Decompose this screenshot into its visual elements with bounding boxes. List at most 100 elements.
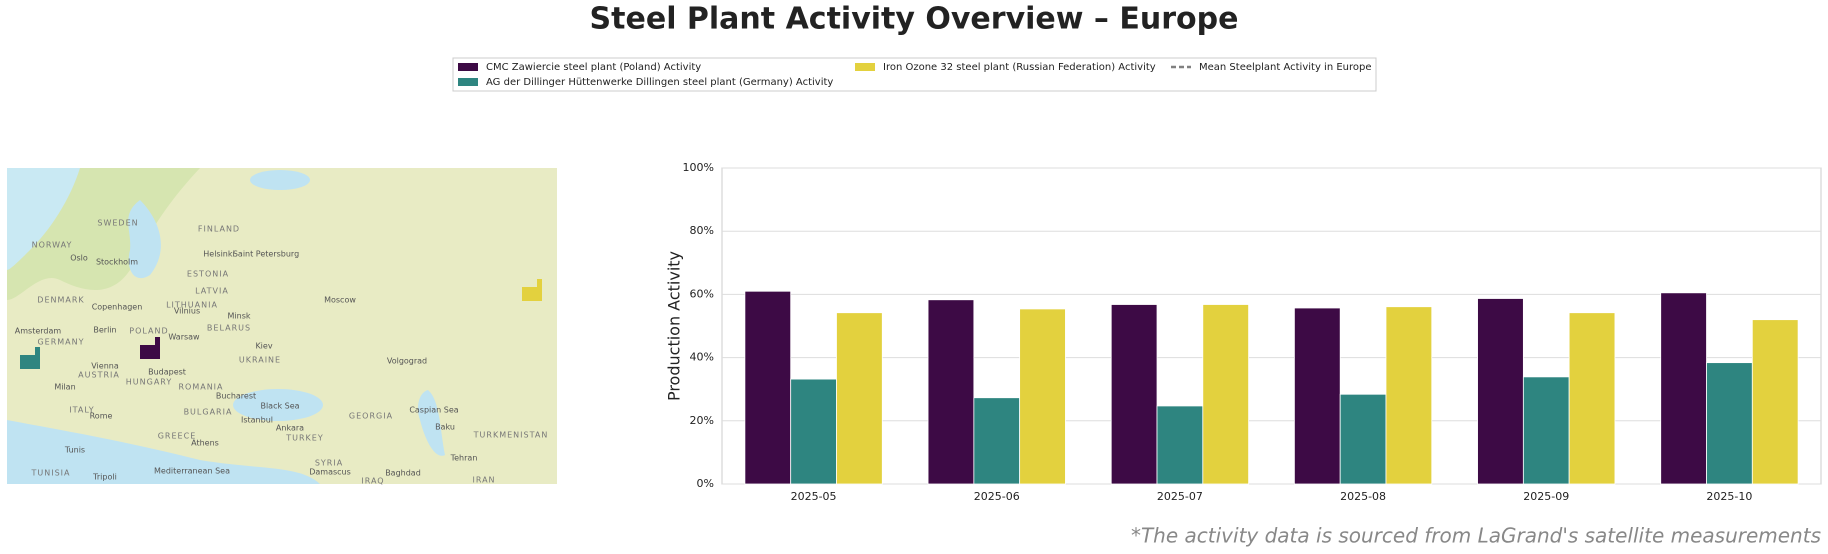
bar xyxy=(836,312,883,485)
map-label: SWEDEN xyxy=(97,219,138,228)
map-label: Minsk xyxy=(228,312,251,321)
plot-frame xyxy=(721,167,1822,485)
y-tick-label: 0% xyxy=(697,477,714,490)
y-tick-label: 80% xyxy=(690,224,714,237)
legend-swatch xyxy=(458,63,478,71)
map-white-sea xyxy=(250,170,310,190)
map-label: TURKMENISTAN xyxy=(473,431,549,440)
map-label: TUNISIA xyxy=(31,469,71,478)
map-label: Athens xyxy=(191,439,219,448)
map-label: Black Sea xyxy=(260,402,299,411)
map-caspian xyxy=(417,390,445,456)
bar xyxy=(1110,304,1158,485)
bar xyxy=(1751,319,1799,485)
x-tick-label: 2025-07 xyxy=(1157,490,1203,503)
map-label: Kiev xyxy=(255,342,272,351)
bar xyxy=(790,378,837,485)
map-label: Tehran xyxy=(450,454,478,463)
map-label: Bucharest xyxy=(216,392,256,401)
map-label: POLAND xyxy=(129,327,168,336)
legend-label: Iron Ozone 32 steel plant (Russian Feder… xyxy=(883,62,1156,73)
plant-chimney xyxy=(155,337,160,359)
bar xyxy=(1339,393,1387,485)
map-baltic xyxy=(128,200,161,279)
bar xyxy=(1202,304,1250,485)
map-label: ESTONIA xyxy=(187,270,229,279)
map-label: DENMARK xyxy=(37,296,84,305)
plant-icon xyxy=(522,287,540,301)
y-tick-label: 100% xyxy=(683,161,714,174)
chart-title: Steel Plant Activity Overview – Europe xyxy=(590,2,1239,37)
map-label: Baku xyxy=(435,423,455,432)
map-label: AUSTRIA xyxy=(78,371,120,380)
bar xyxy=(1706,362,1753,485)
map-label: Rome xyxy=(90,412,113,421)
plant-chimney xyxy=(537,279,542,301)
legend-label: CMC Zawiercie steel plant (Poland) Activ… xyxy=(486,62,701,73)
map-label: UKRAINE xyxy=(239,356,281,365)
map-label: Baghdad xyxy=(385,469,421,478)
map-label: GERMANY xyxy=(37,338,84,347)
map-sea xyxy=(7,168,80,270)
map-label: ITALY xyxy=(69,406,94,415)
legend-box xyxy=(452,57,1377,92)
map-label: Milan xyxy=(54,383,75,392)
map-label: HUNGARY xyxy=(126,378,172,387)
bar xyxy=(973,397,1021,485)
map-label: FINLAND xyxy=(198,225,240,234)
map-label: Tripoli xyxy=(92,473,117,482)
x-tick-label: 2025-06 xyxy=(974,490,1020,503)
x-tick-label: 2025-09 xyxy=(1523,490,1569,503)
map-label: GEORGIA xyxy=(349,412,393,421)
map-label: GREECE xyxy=(158,432,197,441)
map-label: Copenhagen xyxy=(92,303,143,312)
legend-label: AG der Dillinger Hüttenwerke Dillingen s… xyxy=(486,77,833,88)
map-label: Warsaw xyxy=(168,333,200,342)
map-label: IRAN xyxy=(472,476,495,485)
bar xyxy=(1477,298,1524,485)
map-label: Caspian Sea xyxy=(409,406,458,415)
y-tick-label: 60% xyxy=(690,287,714,300)
map-label: Vienna xyxy=(91,362,119,371)
legend-swatch xyxy=(458,78,478,86)
y-axis-label: Production Activity xyxy=(665,251,684,401)
map-label: Stockholm xyxy=(96,258,138,267)
map-label: Tunis xyxy=(64,446,85,455)
bar xyxy=(1293,307,1341,485)
map-mediterranean xyxy=(7,420,320,484)
legend-swatch xyxy=(855,63,875,71)
map-label: BULGARIA xyxy=(184,408,233,417)
map-label: LITHUANIA xyxy=(166,301,218,310)
bar xyxy=(1568,312,1616,485)
map-label: ROMANIA xyxy=(178,383,223,392)
map-label: Volgograd xyxy=(387,357,427,366)
map-label: Budapest xyxy=(148,368,186,377)
x-tick-label: 2025-10 xyxy=(1706,490,1752,503)
map-label: Mediterranean Sea xyxy=(154,467,230,476)
bar xyxy=(744,290,792,485)
bar xyxy=(1660,292,1707,485)
map-label: Helsinki xyxy=(203,250,234,259)
plant-icon xyxy=(140,345,158,359)
map-label: Vilnius xyxy=(174,307,200,316)
map-label: Istanbul xyxy=(241,416,273,425)
map-label: BELARUS xyxy=(207,324,251,333)
map-label: NORWAY xyxy=(32,241,73,250)
x-tick-label: 2025-05 xyxy=(791,490,837,503)
map-label: LATVIA xyxy=(195,287,229,296)
map-label: Ankara xyxy=(276,424,304,433)
map-label: IRAQ xyxy=(361,477,384,486)
map-label: SYRIA xyxy=(315,459,343,468)
plant-chimney xyxy=(35,347,40,369)
bar xyxy=(1522,376,1570,485)
map-label: Saint Petersburg xyxy=(233,250,299,259)
plant-icon xyxy=(20,355,38,369)
footnote: *The activity data is sourced from LaGra… xyxy=(1131,524,1821,548)
map xyxy=(7,168,557,484)
map-label: Berlin xyxy=(93,326,116,335)
map-label: Damascus xyxy=(309,468,351,477)
map-label: TURKEY xyxy=(285,434,324,443)
y-tick-label: 40% xyxy=(690,351,714,364)
